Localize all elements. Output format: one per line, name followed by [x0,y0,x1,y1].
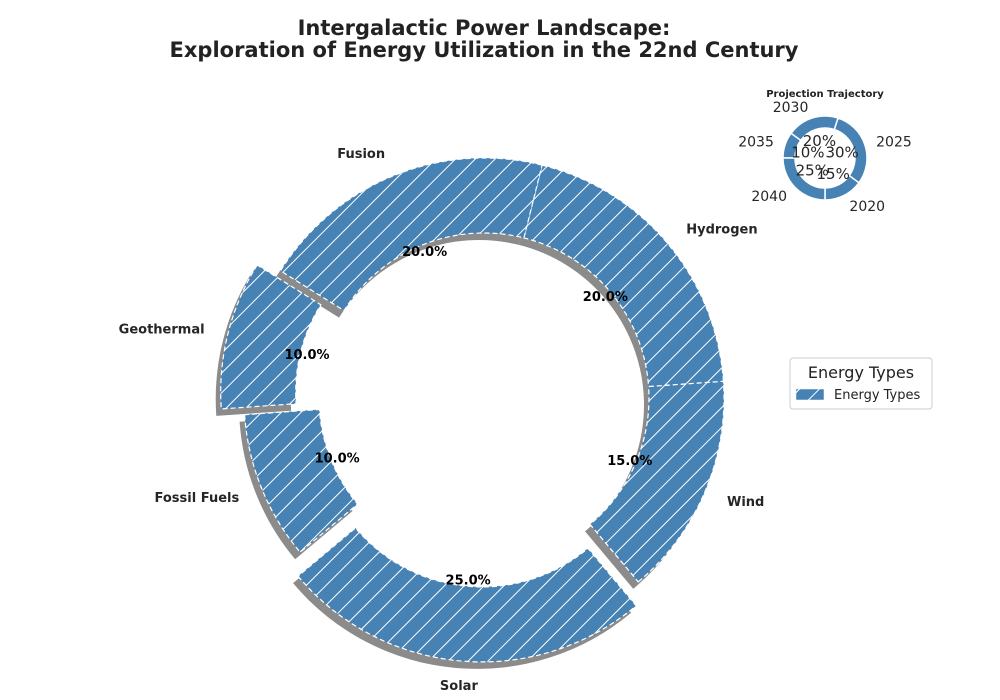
slice-fossil-fuels [243,408,359,554]
slice-label-solar: Solar [440,679,479,694]
slice-solar [297,527,638,663]
slice-label-hydrogen: Hydrogen [686,222,757,237]
inset-percent-2025: 30% [825,143,858,161]
legend: Energy Types Energy Types [789,357,933,410]
slice-percent-fusion: 20.0% [402,245,447,260]
legend-swatch [795,388,825,401]
legend-entry-label: Energy Types [834,388,921,403]
inset-year-2025: 2025 [876,134,912,150]
slice-geothermal [220,264,322,410]
slice-percent-hydrogen: 20.0% [583,290,628,305]
inset-percent-2020: 15% [816,165,849,183]
legend-frame [789,357,933,410]
inset-percent-2040: 25% [796,162,829,180]
slice-percent-geothermal: 10.0% [284,348,329,363]
slice-label-geothermal: Geothermal [119,322,205,337]
slice-label-fusion: Fusion [337,147,385,162]
chart-title-line-2: Exploration of Energy Utilization in the… [170,38,799,62]
inset-chart-title: Projection Trajectory [766,89,884,100]
slice-hydrogen [523,164,725,388]
legend-title: Energy Types [808,363,914,382]
inset-percent-2030: 20% [803,132,836,150]
slice-percent-wind: 15.0% [607,454,652,469]
inset-year-2020: 2020 [849,199,885,215]
inset-year-2030: 2030 [773,100,809,116]
inset-pie [782,115,868,201]
chart-title-line-1: Intergalactic Power Landscape: [298,16,671,40]
slice-percent-solar: 25.0% [446,574,491,589]
slice-label-fossil-fuels: Fossil Fuels [155,491,240,506]
slice-label-wind: Wind [727,495,764,510]
inset-year-2035: 2035 [738,134,774,150]
main-pie [220,157,725,663]
slice-fusion [279,157,543,312]
inset-slice-2040 [782,157,826,201]
inset-percent-2035: 10% [791,143,824,161]
slice-percent-fossil-fuels: 10.0% [315,451,360,466]
inset-year-2040: 2040 [751,189,787,205]
main-pie-labels: Solar 25.0% Wind 15.0% Hydrogen 20.0% Fusion 20… [119,147,765,694]
